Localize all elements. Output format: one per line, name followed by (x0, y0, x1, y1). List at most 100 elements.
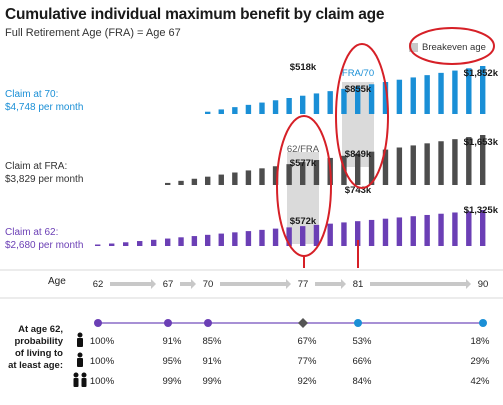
c70-value-90: $1,852k (464, 68, 499, 79)
cfra-bar-age-77 (300, 162, 306, 185)
cfra-bar-age-85 (410, 145, 416, 185)
age-arrowhead-77 (341, 279, 346, 289)
c62-value-90: $1,325k (464, 205, 499, 216)
c70-bar-age-82 (368, 84, 375, 114)
cfra-bar-age-73 (245, 170, 252, 185)
cfra-bar-age-76 (286, 164, 292, 185)
c62-bar-age-62 (95, 244, 101, 246)
timeline-marker-70 (204, 319, 212, 327)
claim-62-title: Claim at 62: (5, 227, 59, 238)
c62-bar-age-64 (123, 242, 129, 246)
c70-bar-age-90 (480, 66, 486, 114)
person-icon-row-0-head (77, 332, 83, 338)
claim-fra-label: Claim at FRA: $3,829 per month (5, 161, 83, 186)
claim-70-label: Claim at 70: $4,748 per month (5, 89, 83, 114)
c70-bar-age-85 (410, 77, 416, 114)
age-arrowhead-81 (466, 279, 471, 289)
cfra-bar-age-78 (313, 160, 320, 185)
prob-row-1-age-62: 100% (90, 356, 115, 367)
cfra-bar-age-87 (438, 141, 444, 185)
breakeven-label-81: FRA/70 (342, 68, 374, 79)
prob-row-2-age-90: 42% (470, 376, 490, 387)
claim-62-monthly: $2,680 per month (5, 239, 84, 251)
chart-title: Cumulative individual maximum benefit by… (5, 6, 385, 23)
prob-row-2-age-81: 84% (352, 376, 372, 387)
c62-bar-age-68 (178, 237, 184, 246)
age-arrowhead-67 (191, 279, 196, 289)
couple-icon-row-2-body-0 (73, 378, 79, 387)
c70-bar-age-86 (424, 75, 430, 114)
cfra-bar-age-72 (232, 172, 238, 185)
cfra-bar-age-75 (272, 166, 279, 185)
c62-bar-age-75 (272, 228, 279, 246)
c70-bar-age-77 (300, 95, 306, 114)
cfra-bar-age-69 (191, 178, 198, 185)
claim-62-label: Claim at 62: $2,680 per month (5, 227, 83, 252)
timeline-marker-62 (94, 319, 102, 327)
c70-value-81: $855k (345, 84, 372, 95)
c62-bar-age-74 (259, 229, 265, 246)
c70-bar-age-76 (286, 98, 292, 114)
cfra-bar-age-83 (382, 149, 389, 185)
prob-row-1-age-77: 77% (297, 356, 317, 367)
prob-row-0-age-90: 18% (470, 336, 490, 347)
prob-row-1-age-67: 95% (162, 356, 182, 367)
c70-bar-age-89 (466, 68, 472, 114)
c62-value-77: $572k (290, 216, 317, 227)
age-tick-67: 67 (163, 279, 174, 290)
chart-subtitle: Full Retirement Age (FRA) = Age 67 (5, 27, 181, 39)
highlight-ellipse-legend (409, 27, 495, 65)
c62-bar-age-67 (165, 238, 171, 246)
c70-bar-age-70 (205, 111, 211, 114)
legend: Breakeven age (409, 38, 495, 56)
c62-bar-age-63 (109, 243, 115, 246)
age-tick-90: 90 (478, 279, 489, 290)
cfra-bar-age-74 (259, 168, 265, 185)
probability-label: At age 62, probability of living to at l… (8, 324, 63, 371)
c62-bar-age-88 (452, 212, 458, 246)
cfra-value-81: $849k (345, 149, 372, 160)
prob-row-1-age-81: 66% (352, 356, 372, 367)
prob-row-2-age-77: 92% (297, 376, 317, 387)
c62-value-81: $743k (345, 185, 372, 196)
timeline-marker-77 (298, 318, 308, 328)
c70-bar-age-74 (259, 102, 265, 114)
c70-bar-age-79 (327, 91, 333, 114)
c70-bar-age-80 (341, 88, 347, 114)
claim-fra-monthly: $3,829 per month (5, 173, 84, 185)
c70-bar-age-81 (355, 86, 361, 114)
person-icon-row-1-head (77, 352, 83, 358)
person-icon-row-1-body (77, 358, 83, 367)
c62-bar-age-80 (341, 222, 347, 246)
c70-bar-age-75 (272, 100, 279, 114)
highlight-ellipse-81 (335, 43, 389, 189)
c62-bar-age-82 (368, 219, 375, 246)
cfra-bar-age-89 (466, 137, 472, 185)
c62-bar-age-86 (424, 214, 430, 246)
cfra-bar-age-86 (424, 143, 430, 185)
prob-row-0-age-67: 91% (162, 336, 182, 347)
legend-label: Breakeven age (422, 41, 486, 53)
claim-70-monthly: $4,748 per month (5, 101, 84, 113)
c62-bar-age-77 (300, 226, 306, 246)
c70-bar-age-83 (382, 82, 389, 114)
age-tick-62: 62 (93, 279, 104, 290)
prob-row-0-age-77: 67% (297, 336, 317, 347)
c62-bar-age-78 (313, 224, 320, 246)
c62-bar-age-89 (466, 211, 472, 246)
c62-bar-age-84 (396, 217, 403, 246)
cfra-bar-age-68 (178, 180, 184, 185)
couple-icon-row-2-head-0 (73, 372, 79, 378)
timeline-marker-81 (354, 319, 362, 327)
c62-bar-age-85 (410, 216, 416, 246)
age-tick-77: 77 (298, 279, 309, 290)
c70-bar-age-88 (452, 70, 458, 114)
cfra-bar-age-70 (205, 176, 211, 185)
prob-row-2-age-70: 99% (202, 376, 222, 387)
c62-bar-age-79 (327, 223, 333, 246)
c70-bar-age-84 (396, 79, 403, 114)
c62-bar-age-69 (191, 236, 198, 246)
c62-bar-age-66 (151, 239, 157, 246)
cfra-bar-age-88 (452, 139, 458, 185)
prob-row-0-age-70: 85% (202, 336, 222, 347)
